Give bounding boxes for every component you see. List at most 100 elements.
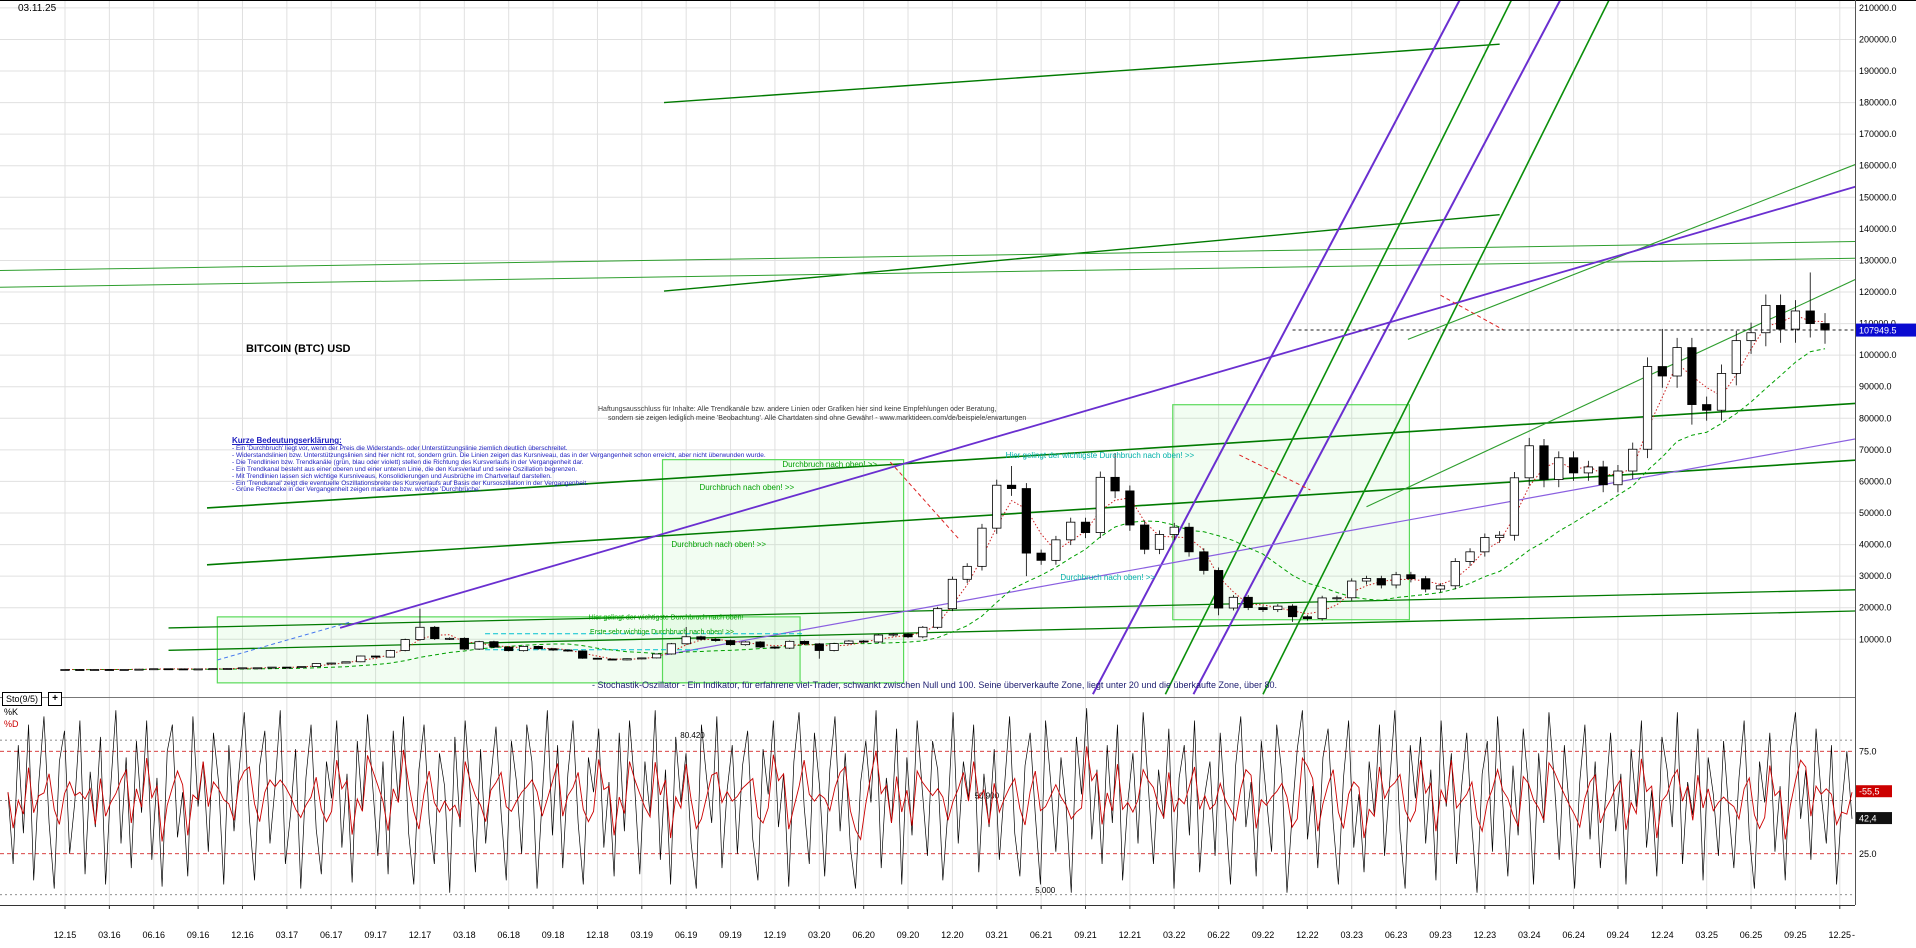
candle	[459, 637, 469, 650]
x-axis-label[interactable]: 03.19	[631, 930, 654, 940]
x-axis-label[interactable]: 09.18	[542, 930, 565, 940]
candle	[89, 669, 100, 671]
osc-scale-25: 25.0	[1859, 849, 1877, 859]
x-axis-label[interactable]: 09.19	[719, 930, 742, 940]
trend-line	[1239, 454, 1311, 491]
y-axis-label[interactable]: 120000.0	[1859, 287, 1897, 297]
x-axis-label[interactable]: 06.18	[497, 930, 520, 940]
oscillator-name-box[interactable]: Sto(9/5)	[2, 692, 43, 706]
x-axis-label[interactable]: 12.19	[764, 930, 787, 940]
x-axis-label[interactable]: 12.20	[941, 930, 964, 940]
osc-level-label: 50.900	[975, 792, 1000, 801]
x-axis-label[interactable]: 03.20	[808, 930, 831, 940]
y-axis-label[interactable]: 140000.0	[1859, 224, 1897, 234]
x-axis-label[interactable]: 09.24	[1607, 930, 1630, 940]
x-axis-label[interactable]: 06.23	[1385, 930, 1408, 940]
symbol-title: BITCOIN (BTC) USD	[246, 343, 351, 355]
candle	[119, 669, 129, 671]
x-axis-label[interactable]: 03.18	[453, 930, 476, 940]
y-axis-label[interactable]: 30000.0	[1859, 571, 1892, 581]
x-axis-label[interactable]: 09.17	[364, 930, 387, 940]
last-price-badge-label: 107949.5	[1859, 326, 1897, 336]
candle	[282, 666, 292, 669]
candle	[326, 662, 336, 665]
x-axis-label[interactable]: 12.17	[409, 930, 432, 940]
x-axis-label[interactable]: 12.25	[1829, 930, 1852, 940]
x-axis-label[interactable]: 06.22	[1207, 930, 1230, 940]
x-axis-label[interactable]: 09.16	[187, 930, 210, 940]
x-axis-label[interactable]: 12.15	[54, 930, 77, 940]
zoom-plus-button[interactable]: +	[48, 692, 62, 706]
x-axis-label[interactable]: 06.20	[852, 930, 875, 940]
x-axis-label[interactable]: 12.23	[1474, 930, 1497, 940]
candle	[60, 669, 70, 671]
x-axis-label[interactable]: 03.25	[1695, 930, 1718, 940]
candle	[1613, 470, 1623, 486]
candle	[208, 668, 218, 671]
candle	[1021, 488, 1031, 554]
candle	[1154, 534, 1165, 550]
y-axis-label[interactable]: 10000.0	[1859, 634, 1892, 644]
candle	[1687, 347, 1697, 405]
candle	[1051, 539, 1061, 561]
x-axis-label[interactable]: 03.21	[986, 930, 1009, 940]
candle	[400, 639, 410, 651]
legend-explanation-line: - Grüne Rechtecke in der Vergangenheit z…	[232, 486, 482, 494]
x-axis-label[interactable]: 09.21	[1074, 930, 1097, 940]
y-axis-label[interactable]: 20000.0	[1859, 603, 1892, 613]
candle	[1731, 340, 1741, 374]
x-axis-label[interactable]: 06.17	[320, 930, 343, 940]
x-axis-label[interactable]: 03.23	[1340, 930, 1363, 940]
x-axis-label[interactable]: 03.16	[98, 930, 121, 940]
y-axis-label[interactable]: 170000.0	[1859, 129, 1897, 139]
x-axis-label[interactable]: 09.25	[1784, 930, 1807, 940]
y-axis-label[interactable]: 200000.0	[1859, 34, 1897, 44]
x-axis-label[interactable]: 12.18	[586, 930, 609, 940]
candle	[888, 633, 898, 636]
x-axis-label[interactable]: 06.19	[675, 930, 698, 940]
candle	[1332, 597, 1342, 600]
y-axis-label[interactable]: 70000.0	[1859, 445, 1892, 455]
y-axis-label[interactable]: 60000.0	[1859, 476, 1892, 486]
x-axis-label[interactable]: 03.24	[1518, 930, 1541, 940]
y-axis-label[interactable]: 100000.0	[1859, 350, 1897, 360]
x-axis-label[interactable]: 06.21	[1030, 930, 1053, 940]
x-axis-label[interactable]: 09.23	[1429, 930, 1452, 940]
y-axis-label[interactable]: 130000.0	[1859, 255, 1897, 265]
trend-line	[1192, 0, 1562, 695]
x-axis-label[interactable]: 12.22	[1296, 930, 1319, 940]
x-axis-label[interactable]: 09.20	[897, 930, 920, 940]
x-axis-label[interactable]: 12.21	[1119, 930, 1142, 940]
y-axis-label[interactable]: 40000.0	[1859, 540, 1892, 550]
y-axis-label[interactable]: 180000.0	[1859, 98, 1897, 108]
y-axis-label[interactable]: 50000.0	[1859, 508, 1892, 518]
osc-k-badge	[1856, 812, 1892, 825]
candle	[1805, 310, 1815, 324]
candle	[237, 667, 248, 670]
x-axis-label[interactable]: 09.22	[1252, 930, 1275, 940]
disclaimer: Haftungsausschluss für Inhalte: Alle Tre…	[598, 406, 1026, 423]
oscillator-plot[interactable]: 80.420 50.900 5.000	[0, 708, 1855, 896]
y-axis-label[interactable]: 150000.0	[1859, 192, 1897, 202]
chart-annotation: Hier gelingt der wichtigste Durchbruch n…	[1006, 451, 1195, 460]
x-axis-label[interactable]: 03.17	[276, 930, 299, 940]
x-axis-label[interactable]: 12.16	[231, 930, 254, 940]
x-axis-label[interactable]: 06.24	[1562, 930, 1585, 940]
y-axis-label[interactable]: 210000.0	[1859, 3, 1897, 13]
main-plot[interactable]: Durchbruch nach oben! >> Durchbruch nach …	[0, 0, 1916, 695]
y-axis-label[interactable]: 160000.0	[1859, 161, 1897, 171]
x-axis-label[interactable]: 06.25	[1740, 930, 1763, 940]
candle	[385, 650, 395, 658]
y-axis-label[interactable]: 90000.0	[1859, 382, 1892, 392]
x-axis-label[interactable]: 03.22	[1163, 930, 1186, 940]
last-price-badge	[1856, 323, 1916, 337]
y-axis-label[interactable]: 190000.0	[1859, 66, 1897, 76]
x-axis-label[interactable]: 12.24	[1651, 930, 1674, 940]
trend-line	[1262, 0, 1610, 695]
candle	[223, 668, 233, 670]
breakout-box	[1172, 404, 1411, 621]
osc-scale-75: 75.0	[1859, 746, 1877, 756]
y-axis-label[interactable]: 80000.0	[1859, 413, 1892, 423]
x-axis-label[interactable]: 06.16	[142, 930, 165, 940]
